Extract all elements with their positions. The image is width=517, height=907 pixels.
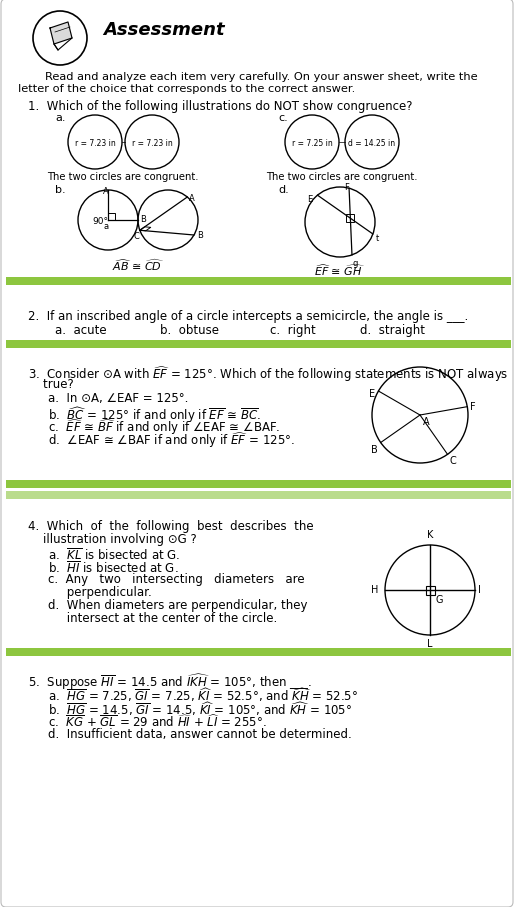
Text: illustration involving ⊙G ?: illustration involving ⊙G ? [28, 533, 197, 546]
Text: I: I [478, 585, 481, 595]
Text: L: L [427, 639, 433, 649]
Bar [346, 214, 354, 222]
Text: A: A [423, 417, 430, 427]
Bar [6, 480, 511, 488]
Text: 90°: 90° [92, 217, 108, 226]
Text: b.: b. [55, 185, 66, 195]
Text: B: B [197, 230, 203, 239]
Text: a.: a. [55, 113, 66, 123]
Text: d.  straight: d. straight [360, 324, 425, 337]
Bar [6, 277, 511, 285]
Text: b.  $\widehat{BC}$ = 125° if and only if $\overline{EF}$ ≅ $\overline{BC}$.: b. $\widehat{BC}$ = 125° if and only if … [48, 405, 261, 425]
Bar [426, 586, 435, 595]
Text: a.  $\overline{KL}$ is bisected at G.: a. $\overline{KL}$ is bisected at G. [48, 547, 180, 563]
Text: C: C [134, 232, 140, 241]
Text: 1.  Which of the following illustrations do NOT show congruence?: 1. Which of the following illustrations … [28, 100, 413, 113]
Text: 3.  Consider ⊙A with $\widehat{EF}$ = 125°. Which of the following statements is: 3. Consider ⊙A with $\widehat{EF}$ = 125… [28, 365, 509, 385]
Text: A: A [103, 187, 109, 196]
Text: a: a [103, 222, 109, 231]
Text: F: F [470, 402, 476, 412]
Text: a.  $\overline{HG}$ = 7.25, $\overline{GI}$ = 7.25, $\widehat{KI}$ = 52.5°, and : a. $\overline{HG}$ = 7.25, $\overline{GI… [48, 686, 358, 704]
Text: The two circles are congruent.: The two circles are congruent. [266, 172, 418, 182]
Text: K: K [427, 530, 433, 540]
Text: c.: c. [278, 113, 288, 123]
Text: t: t [376, 234, 379, 243]
Text: c.  $\widehat{EF}$ ≅ $\widehat{BF}$ if and only if ∠EAF ≅ ∠BAF.: c. $\widehat{EF}$ ≅ $\widehat{BF}$ if an… [48, 418, 280, 437]
Text: perpendicular.: perpendicular. [48, 586, 152, 599]
Bar [108, 213, 115, 220]
Text: Assessment: Assessment [103, 21, 224, 39]
Text: b.  $\overline{HI}$ is bisected at G.: b. $\overline{HI}$ is bisected at G. [48, 560, 178, 576]
Text: d.  ∠EAF ≅ ∠BAF if and only if $\widehat{EF}$ = 125°.: d. ∠EAF ≅ ∠BAF if and only if $\widehat{… [48, 431, 295, 451]
Text: The two circles are congruent.: The two circles are congruent. [47, 172, 199, 182]
Text: r = 7.25 in: r = 7.25 in [292, 140, 332, 149]
Text: c.  right: c. right [270, 324, 316, 337]
Bar [6, 648, 511, 656]
Text: A: A [189, 194, 195, 203]
Text: Read and analyze each item very carefully. On your answer sheet, write the: Read and analyze each item very carefull… [45, 72, 478, 82]
Text: E: E [369, 389, 375, 399]
Text: a.  acute: a. acute [55, 324, 107, 337]
Text: $\widehat{EF}$ ≅ $\widehat{GH}$: $\widehat{EF}$ ≅ $\widehat{GH}$ [314, 263, 366, 278]
Text: b.  obtuse: b. obtuse [160, 324, 219, 337]
Text: d = 14.25 in: d = 14.25 in [348, 140, 396, 149]
Text: true?: true? [28, 378, 74, 391]
Text: F: F [345, 183, 349, 192]
Text: c.  $\overline{KG}$ + $\overline{GL}$ = 29 and $\widehat{HI}$ + $\widehat{LI}$ =: c. $\overline{KG}$ + $\overline{GL}$ = 2… [48, 714, 267, 730]
Text: intersect at the center of the circle.: intersect at the center of the circle. [48, 612, 277, 625]
Bar [6, 340, 511, 348]
Text: c.  Any   two   intersecting   diameters   are: c. Any two intersecting diameters are [48, 573, 305, 586]
Polygon shape [50, 22, 72, 44]
Text: d.  Insufficient data, answer cannot be determined.: d. Insufficient data, answer cannot be d… [48, 728, 352, 741]
Text: r = 7.23 in: r = 7.23 in [132, 140, 172, 149]
Text: letter of the choice that corresponds to the correct answer.: letter of the choice that corresponds to… [18, 84, 355, 94]
Text: 5.  Suppose $\overline{HI}$ = 14.5 and $\widehat{IKH}$ = 105°, then ___.: 5. Suppose $\overline{HI}$ = 14.5 and $\… [28, 672, 312, 692]
Bar [6, 491, 511, 499]
Text: d.: d. [278, 185, 289, 195]
Text: B: B [371, 444, 378, 454]
Text: b.  $\overline{HG}$ = 14.5, $\overline{GI}$ = 14.5, $\widehat{KI}$ = 105°, and $: b. $\overline{HG}$ = 14.5, $\overline{GI… [48, 700, 352, 718]
Text: r = 7.23 in: r = 7.23 in [74, 140, 115, 149]
Text: $\widehat{AB}$ ≅ $\widehat{CD}$: $\widehat{AB}$ ≅ $\widehat{CD}$ [112, 258, 164, 273]
Text: d.  When diameters are perpendicular, they: d. When diameters are perpendicular, the… [48, 599, 308, 612]
Text: G: G [435, 595, 443, 605]
Text: C: C [450, 456, 457, 466]
Text: 2.  If an inscribed angle of a circle intercepts a semicircle, the angle is ___.: 2. If an inscribed angle of a circle int… [28, 310, 468, 323]
Text: a.  In ⊙A, ∠EAF = 125°.: a. In ⊙A, ∠EAF = 125°. [48, 392, 188, 405]
Text: g: g [353, 258, 358, 268]
Text: H: H [371, 585, 378, 595]
Text: B: B [140, 216, 146, 225]
Text: E: E [307, 195, 312, 204]
Text: 4.  Which  of  the  following  best  describes  the: 4. Which of the following best describes… [28, 520, 314, 533]
